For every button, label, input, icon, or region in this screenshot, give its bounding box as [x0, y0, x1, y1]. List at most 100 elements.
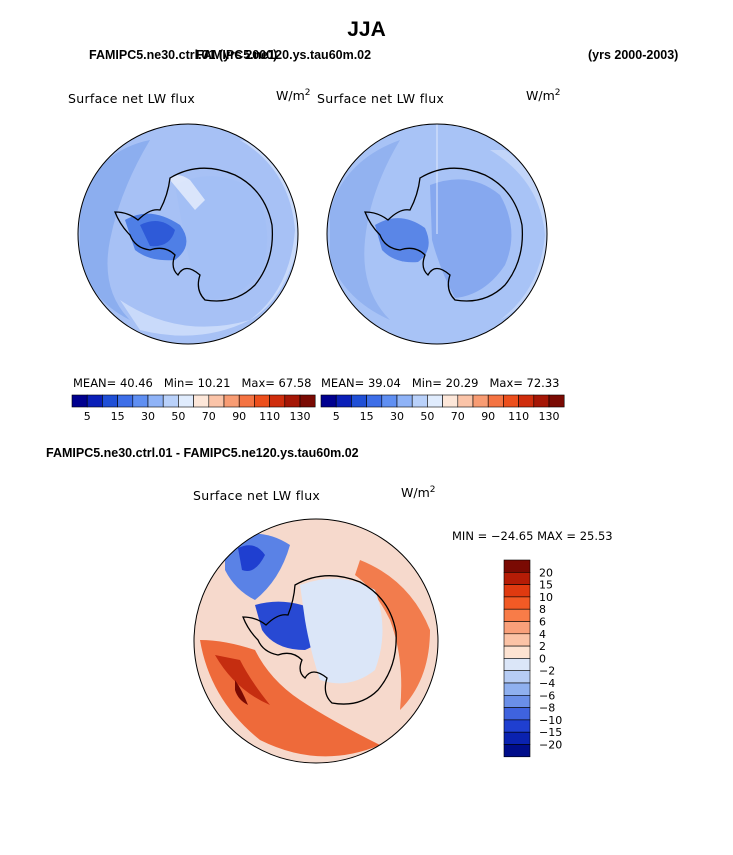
colorbar-left-swatch — [284, 394, 301, 408]
globe-left-ring — [240, 140, 298, 320]
diff-colorbar-tick-label: −2 — [539, 665, 555, 678]
globe-right — [327, 124, 547, 344]
left-case-title: FAMIPC5.ne30.ctrl.01 (yrs 2000) — [89, 48, 278, 62]
diff-panel-units-base: W/m — [401, 485, 430, 501]
colorbar-left-swatch — [238, 394, 255, 408]
globe-right-cold-core — [375, 218, 429, 263]
colorbar-left-swatch — [254, 394, 270, 408]
panel-right-units: W/m2 — [526, 88, 560, 103]
panel-right-mean-label: MEAN= — [321, 376, 365, 390]
diff-colorbar-swatch — [503, 694, 531, 708]
diff-colorbar-tick-label: −20 — [539, 739, 562, 752]
colorbar-right-swatch — [411, 394, 428, 408]
panel-right-max-label: Max= — [489, 376, 523, 390]
globe-diff-warm-peak — [235, 680, 248, 705]
diff-colorbar-tick-label: −8 — [539, 702, 555, 715]
colorbar-right-tick-label: 90 — [481, 410, 495, 423]
diff-colorbar-swatch — [503, 719, 531, 733]
diff-panel-title: Surface net LW flux — [193, 488, 321, 503]
panel-left-mean-label: MEAN= — [73, 376, 117, 390]
colorbar-left-swatch — [102, 394, 118, 408]
colorbar-right-tick-label: 30 — [390, 410, 404, 423]
globe-left-outline — [77, 123, 299, 345]
colorbar-left-swatch — [193, 394, 210, 408]
colorbar-left-swatch — [147, 394, 164, 408]
colorbar-right-swatch — [396, 394, 413, 408]
colorbar-left-tick-label: 5 — [84, 410, 91, 423]
globe-diff-cold-core-nw — [238, 545, 265, 571]
diff-colorbar-swatch — [503, 633, 531, 647]
colorbar-left-swatch — [117, 394, 134, 408]
colorbar-right-swatch — [548, 394, 565, 408]
diff-panel-units-exp: 2 — [429, 485, 436, 495]
diff-colorbar-swatch — [503, 707, 531, 721]
colorbar-right-swatch — [487, 394, 504, 408]
right-case-years: (yrs 2000-2003) — [588, 48, 679, 62]
abs-colorbar: 5 15 30 50 70 90 110 130 5 15 30 50 70 90 110 130 — [71, 394, 565, 423]
panel-right-min-label: Min= — [411, 376, 442, 390]
panel-left-units-base: W/m — [276, 88, 305, 104]
globe-left-coastline — [114, 167, 274, 302]
diff-minmax: MIN = −24.65 MAX = 25.53 — [452, 529, 613, 543]
diff-colorbar-swatch — [503, 645, 531, 659]
colorbar-left-swatch — [178, 394, 194, 408]
panel-right-stats: MEAN= 39.04 Min= 20.29 Max= 72.33 — [321, 376, 559, 390]
colorbar-right-swatch — [442, 394, 459, 408]
colorbar-left-swatch — [162, 394, 179, 408]
colorbar-right-swatch — [335, 394, 352, 408]
colorbar-left-tick-label: 130 — [290, 410, 311, 423]
diff-colorbar-swatch — [503, 658, 531, 672]
panel-right-title: Surface net LW flux — [317, 91, 445, 106]
diff-colorbar-tick-label: −15 — [539, 726, 562, 739]
globe-right-ring — [490, 150, 547, 320]
globe-diff-neutral-continent — [300, 578, 383, 684]
diff-colorbar-tick-label: 8 — [539, 603, 546, 616]
season-title: JJA — [347, 18, 386, 41]
globe-diff-warm-sw — [200, 640, 380, 757]
diff-colorbar-tick-label: 2 — [539, 640, 546, 653]
colorbar-right-tick-label: 70 — [451, 410, 465, 423]
colorbar-right-swatch — [320, 394, 337, 408]
globe-diff — [194, 519, 438, 763]
diff-colorbar-tick-label: −4 — [539, 677, 555, 690]
globe-diff-warm-east — [355, 560, 430, 710]
panel-left-min-value: 10.21 — [197, 376, 231, 390]
colorbar-left-tick-label: 30 — [141, 410, 155, 423]
globe-right-coastline — [364, 167, 524, 302]
colorbar-left-tick-label: 15 — [111, 410, 125, 423]
globe-diff-outline — [193, 518, 439, 764]
panel-right-mean-value: 39.04 — [367, 376, 401, 390]
globe-right-outline — [326, 123, 548, 345]
panel-left-title: Surface net LW flux — [68, 91, 196, 106]
diff-colorbar-swatch — [503, 571, 531, 585]
colorbar-left-swatch — [299, 394, 316, 408]
panel-left-min-label: Min= — [163, 376, 194, 390]
diff-colorbar-tick-label: 4 — [539, 628, 546, 641]
globe-diff-cold-nw — [225, 533, 290, 600]
panel-right-units-base: W/m — [526, 88, 555, 104]
globe-left — [78, 124, 298, 344]
globe-left-band — [80, 140, 150, 320]
colorbar-right-swatch — [472, 394, 489, 408]
diff-colorbar-swatch — [503, 670, 531, 684]
diff-colorbar-swatch — [503, 744, 531, 758]
colorbar-right-tick-label: 130 — [539, 410, 560, 423]
right-case-title-overlap: FAMIPC5.ne120.ys.tau60m.02 — [196, 48, 372, 62]
colorbar-right-swatch — [518, 394, 535, 408]
colorbar-left-swatch — [71, 394, 88, 408]
globe-diff-coastline — [242, 575, 397, 705]
globe-left-ring-south — [120, 300, 250, 336]
colorbar-left-swatch — [269, 394, 286, 408]
colorbar-right-swatch — [503, 394, 519, 408]
globe-diff-warm-core — [215, 655, 270, 705]
panel-left-max-value: 67.58 — [278, 376, 312, 390]
globe-right-band — [330, 140, 400, 320]
globe-diff-base — [194, 519, 438, 763]
colorbar-left-tick-label: 70 — [202, 410, 216, 423]
diff-colorbar-swatch — [503, 682, 531, 696]
colorbar-right-swatch — [351, 394, 367, 408]
panel-right-max-value: 72.33 — [526, 376, 560, 390]
diff-colorbar-swatch — [503, 559, 531, 573]
